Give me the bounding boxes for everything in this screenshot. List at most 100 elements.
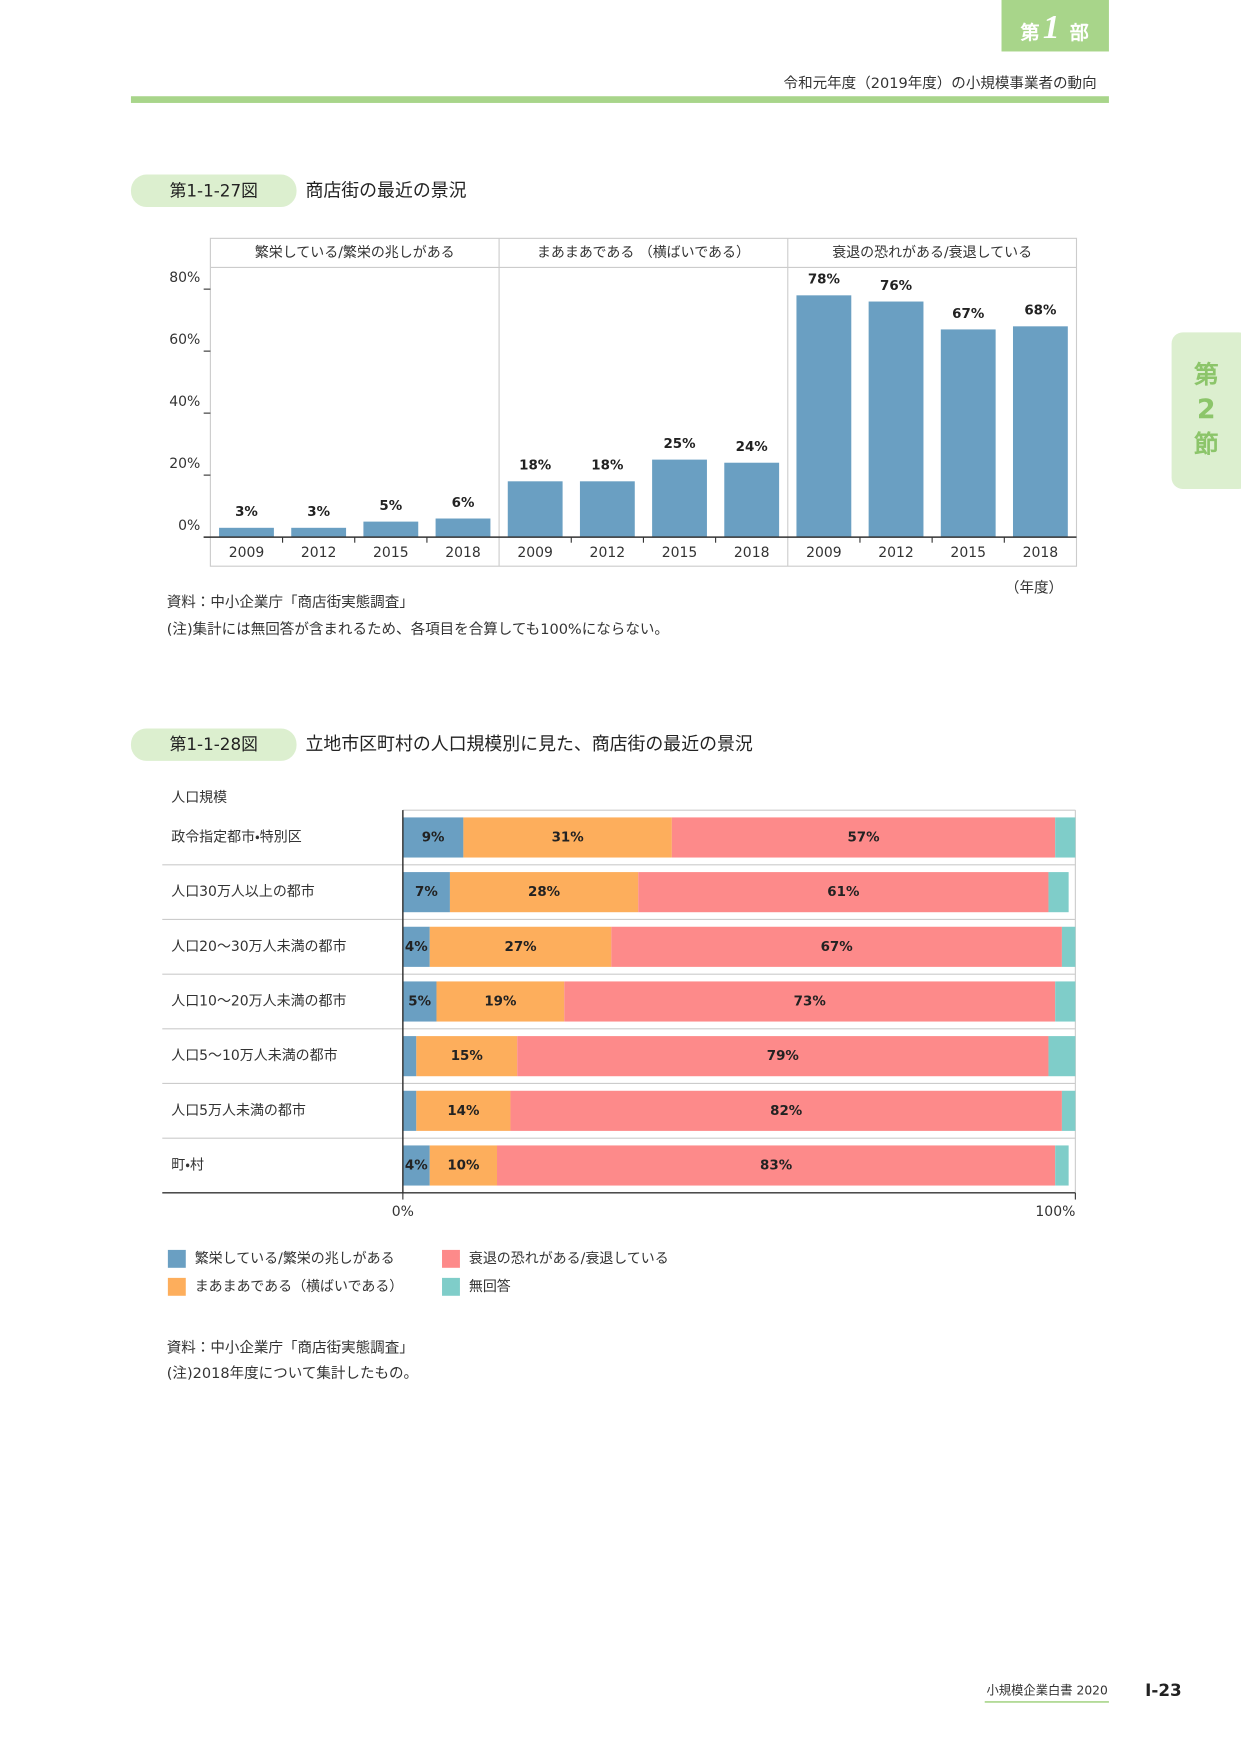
bar-segment — [402, 1036, 417, 1077]
figure-label-bg — [130, 174, 297, 208]
legend-swatch — [442, 1249, 460, 1268]
x-tick-label: 2009 — [806, 545, 842, 561]
row-label: 人口5万人未満の都市 — [171, 1103, 306, 1119]
note: (注)集計には無回答が含まれるため、各項目を合算しても100%にならない。 — [167, 621, 669, 638]
bar — [1012, 326, 1068, 538]
bar-segment — [510, 1090, 1062, 1131]
bar — [435, 518, 491, 538]
bar — [291, 527, 347, 538]
bar-segment — [429, 926, 612, 967]
value-label: 82% — [770, 1104, 802, 1119]
legend-label: 衰退の恐れがある/衰退している — [469, 1251, 669, 1267]
row-label: 町・村 — [171, 1157, 204, 1173]
bar-segment — [449, 872, 639, 913]
bar — [724, 462, 780, 538]
bar-segment — [1055, 817, 1076, 858]
bar-segment — [611, 926, 1062, 967]
bar-segment — [564, 981, 1056, 1022]
x-tick-label: 2012 — [301, 545, 337, 561]
facet-title: まあまあである （横ばいである） — [537, 245, 750, 261]
bar-segment — [1061, 1090, 1076, 1131]
row-label: 人口30万人以上の都市 — [171, 884, 315, 900]
legend-label: 繁栄している/繁栄の兆しがある — [195, 1251, 395, 1267]
value-label: 31% — [552, 830, 584, 845]
figure-label: 第1-1-27図 — [170, 180, 258, 200]
bar-segment — [402, 817, 464, 858]
value-label: 79% — [767, 1049, 799, 1064]
value-label: 68% — [1024, 304, 1056, 319]
x-tick-label: 2018 — [734, 545, 770, 561]
bar-segment — [1048, 872, 1069, 913]
bar — [363, 521, 419, 538]
bar-segment — [463, 817, 672, 858]
x-tick-label: 2015 — [373, 545, 409, 561]
bar-segment — [1048, 1036, 1076, 1077]
value-label: 14% — [447, 1104, 479, 1119]
x-tick-label: 0% — [392, 1204, 414, 1220]
plot-frame — [209, 237, 1078, 567]
header-rule — [130, 96, 1109, 103]
legend-label: 無回答 — [469, 1278, 511, 1295]
row-label: 人口20～30万人未満の都市 — [171, 939, 346, 955]
bar — [796, 295, 852, 538]
facet-title: 衰退の恐れがある/衰退している — [832, 245, 1032, 261]
bar-segment — [436, 981, 565, 1022]
value-label: 4% — [405, 1158, 428, 1173]
source: 資料：中小企業庁「商店街実態調査」 — [167, 1339, 414, 1356]
value-label: 25% — [663, 437, 695, 452]
y-tick-label: 40% — [169, 394, 200, 410]
bar — [219, 527, 274, 538]
x-tick-label: 100% — [1035, 1204, 1075, 1220]
x-tick-label: 2009 — [517, 545, 553, 561]
y-tick-label: 20% — [169, 456, 200, 472]
header-subtitle: 令和元年度（2019年度）の小規模事業者の動向 — [784, 75, 1097, 92]
legend-swatch — [442, 1277, 460, 1296]
bar-segment — [671, 817, 1056, 858]
part-tab-number: 1 — [1043, 9, 1060, 46]
row-label: 人口10～20万人未満の都市 — [171, 993, 346, 1009]
value-label: 9% — [422, 830, 445, 845]
footer-book: 小規模企業白書 2020 — [987, 1682, 1108, 1697]
x-tick-label: 2012 — [590, 545, 626, 561]
row-label: 人口5～10万人未満の都市 — [171, 1048, 337, 1064]
bar-segment — [429, 1145, 498, 1186]
bar — [579, 481, 635, 538]
bar-segment — [416, 1036, 518, 1077]
x-tick-label: 2015 — [950, 545, 986, 561]
part-tab-text: 第 — [1021, 21, 1040, 44]
part-tab-text: 部 — [1070, 22, 1089, 44]
value-label: 5% — [408, 994, 431, 1009]
bar-segment — [638, 872, 1049, 913]
value-label: 5% — [379, 499, 402, 514]
bar — [507, 481, 563, 538]
bar-segment — [402, 872, 450, 913]
bar — [868, 301, 924, 538]
y-tick-label: 80% — [169, 270, 200, 286]
figure-label: 第1-1-28図 — [170, 734, 258, 754]
value-label: 7% — [415, 885, 438, 900]
value-label: 18% — [591, 459, 623, 474]
bar-segment — [402, 1145, 430, 1186]
value-label: 6% — [452, 496, 475, 511]
section-tab-text: 節 — [1194, 429, 1219, 458]
value-label: 57% — [847, 830, 879, 845]
value-label: 76% — [880, 279, 912, 294]
y-tick-label: 0% — [178, 518, 200, 534]
part-tab-bg — [1001, 0, 1109, 52]
bar-segment — [517, 1036, 1049, 1077]
value-label: 19% — [484, 994, 516, 1009]
bar-segment — [497, 1145, 1056, 1186]
legend-label: まあまあである（横ばいである） — [195, 1279, 404, 1295]
figure-title: 立地市区町村の人口規模別に見た、商店街の最近の景況 — [306, 734, 753, 755]
facet-title: 繁栄している/繁栄の兆しがある — [255, 245, 455, 261]
x-tick-label: 2015 — [662, 545, 698, 561]
row-label: 政令指定都市・特別区 — [171, 829, 301, 845]
source: 資料：中小企業庁「商店街実態調査」 — [167, 594, 414, 611]
y-axis-title: 人口規模 — [171, 790, 227, 806]
x-tick-label: 2009 — [229, 545, 265, 561]
section-tab-text: 第 — [1194, 360, 1219, 389]
y-tick-label: 60% — [169, 332, 200, 348]
bar — [940, 329, 996, 538]
